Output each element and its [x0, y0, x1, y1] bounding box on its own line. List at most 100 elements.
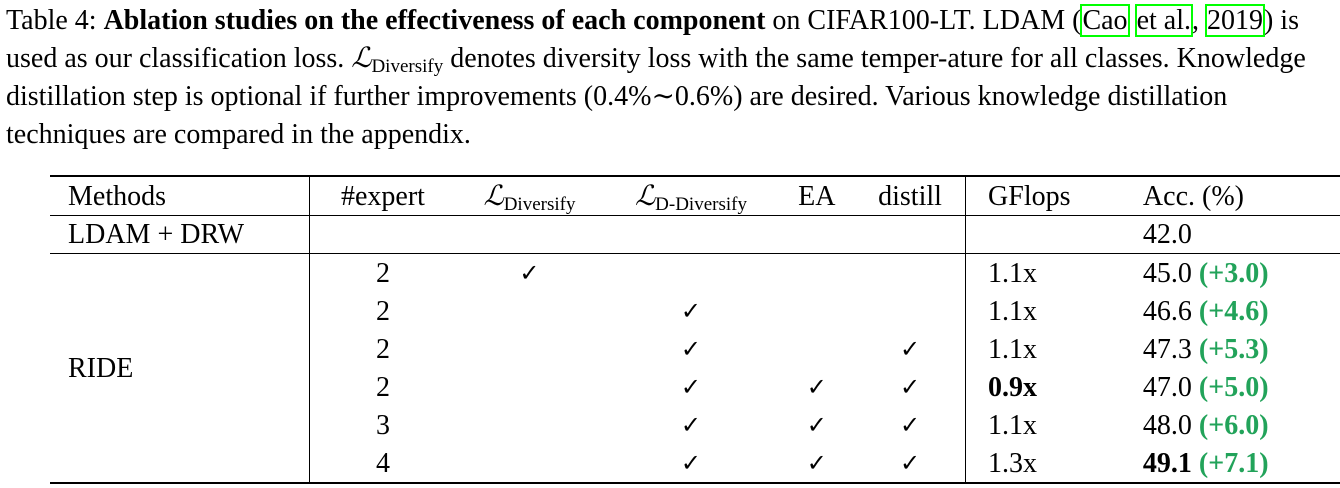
- cell-d-diversify: ✓: [603, 368, 778, 406]
- expert-count: 2: [375, 371, 390, 403]
- cell-distill: ✓: [855, 444, 967, 484]
- baseline-method: LDAM + DRW: [50, 215, 311, 254]
- table-row: 2 ✓ 1.1x 46.6 (+4.6): [50, 292, 1340, 330]
- accuracy-gain: (+3.0): [1198, 257, 1269, 289]
- baseline-gflops: [965, 215, 1121, 254]
- baseline-empty: [309, 215, 855, 254]
- check-icon: ✓: [899, 449, 921, 477]
- accuracy-cell: 46.6 (+4.6): [1121, 292, 1340, 330]
- check-icon: ✓: [680, 297, 702, 325]
- accuracy-value: 47.0: [1142, 371, 1192, 403]
- expert-count: 3: [375, 409, 390, 441]
- table-header-row: Methods #expert ℒDiversify ℒD-Diversify …: [50, 175, 1340, 216]
- table-row: 4 ✓ ✓ ✓ 1.3x 49.1 (+7.1): [50, 444, 1340, 484]
- loss-subscript: Diversify: [371, 56, 444, 77]
- accuracy-gain: (+7.1): [1198, 447, 1269, 479]
- accuracy-gain: (+6.0): [1198, 409, 1269, 441]
- header-diversify: ℒDiversify: [455, 175, 604, 216]
- accuracy-cell: 49.1 (+7.1): [1120, 444, 1340, 484]
- check-icon: ✓: [806, 373, 827, 401]
- header-expert: #expert: [309, 175, 456, 216]
- header-distill: distill: [855, 175, 967, 216]
- cell-distill: ✓: [855, 406, 967, 444]
- accuracy-cell: 47.0 (+5.0): [1121, 368, 1340, 406]
- gflops-value: 0.9x: [988, 371, 1038, 403]
- citation-link-year[interactable]: 2019: [1204, 4, 1265, 37]
- check-icon: ✓: [899, 373, 921, 401]
- gflops-value: 1.1x: [988, 409, 1038, 441]
- gflops-value: 1.1x: [988, 295, 1038, 327]
- table-row: RIDE 2 ✓ 1.1x 45.0 (+3.0): [50, 253, 1340, 484]
- table-row: 2 ✓ ✓ ✓ 0.9x 47.0 (+5.0): [50, 368, 1340, 406]
- caption-text-3: denotes diversity loss with the same tem…: [6, 43, 1306, 150]
- header-d-diversify-symbol: ℒ: [634, 180, 656, 212]
- check-icon: ✓: [899, 335, 921, 363]
- header-gflops: GFlops: [965, 175, 1121, 216]
- accuracy-gain: (+5.0): [1198, 371, 1269, 403]
- baseline-empty-distill: [855, 215, 967, 254]
- header-acc: Acc. (%): [1120, 175, 1340, 216]
- accuracy-value: 47.3: [1142, 333, 1192, 365]
- loss-symbol: ℒ: [351, 43, 372, 74]
- gflops-value: 1.3x: [965, 444, 1121, 484]
- expert-count: 2: [375, 295, 390, 327]
- cell-d-diversify: ✓: [603, 292, 778, 330]
- accuracy-value: 46.6: [1142, 295, 1192, 327]
- baseline-row: LDAM + DRW 42.0: [50, 215, 1340, 254]
- check-icon: ✓: [680, 411, 702, 439]
- cell-ea: ✓: [778, 444, 855, 484]
- expert-count: 2: [309, 253, 456, 292]
- header-ea: EA: [778, 175, 855, 216]
- accuracy-cell: 45.0 (+3.0): [1120, 253, 1340, 292]
- accuracy-value: 45.0: [1142, 257, 1192, 289]
- cell-diversify: [455, 444, 604, 484]
- cell-ea: [779, 330, 855, 368]
- check-icon: ✓: [806, 411, 827, 439]
- caption-text-2: ) is used as our classification loss.: [6, 5, 1299, 74]
- citation-separator: ,: [1191, 5, 1206, 36]
- cell-distill: ✓: [855, 330, 967, 368]
- cell-distill: [855, 292, 967, 330]
- gflops-value: 1.1x: [965, 253, 1121, 292]
- header-d-diversify-sub: D-Diversify: [655, 193, 747, 215]
- check-icon: ✓: [680, 449, 702, 477]
- baseline-acc: 42.0: [1120, 215, 1340, 254]
- cell-ea: ✓: [779, 406, 855, 444]
- header-methods: Methods: [50, 175, 311, 216]
- header-d-diversify: ℒD-Diversify: [603, 175, 779, 216]
- cell-ea: ✓: [779, 368, 855, 406]
- cell-d-diversify: [603, 253, 779, 292]
- citation-link-author-2[interactable]: et al.: [1134, 4, 1193, 37]
- accuracy-value: 49.1: [1142, 447, 1192, 479]
- gflops-value: 1.1x: [988, 333, 1038, 365]
- check-icon: ✓: [519, 259, 540, 287]
- cell-diversify: [456, 330, 604, 368]
- accuracy-cell: 47.3 (+5.3): [1121, 330, 1340, 368]
- cell-d-diversify: ✓: [603, 444, 779, 484]
- ablation-table: Methods #expert ℒDiversify ℒD-Diversify …: [50, 175, 1340, 484]
- caption-title: Ablation studies on the effectiveness of…: [103, 5, 766, 36]
- header-diversify-symbol: ℒ: [483, 180, 504, 212]
- accuracy-gain: (+4.6): [1198, 295, 1269, 327]
- caption-text-1: on CIFAR100-LT. LDAM (: [765, 5, 1082, 36]
- cell-diversify: [456, 292, 604, 330]
- accuracy-value: 48.0: [1142, 409, 1192, 441]
- accuracy-cell: 48.0 (+6.0): [1121, 406, 1340, 444]
- cell-distill: [855, 253, 967, 292]
- cell-diversify: [456, 368, 604, 406]
- caption-label: Table 4:: [6, 5, 97, 36]
- check-icon: ✓: [899, 411, 921, 439]
- check-icon: ✓: [806, 449, 827, 477]
- table-row: 3 ✓ ✓ ✓ 1.1x 48.0 (+6.0): [50, 406, 1340, 444]
- accuracy-gain: (+5.3): [1198, 333, 1269, 365]
- citation-link-author[interactable]: Cao: [1080, 4, 1130, 37]
- header-diversify-sub: Diversify: [503, 193, 576, 215]
- check-icon: ✓: [680, 373, 702, 401]
- cell-ea: [778, 253, 855, 292]
- cell-d-diversify: ✓: [603, 406, 778, 444]
- cell-diversify: [456, 406, 604, 444]
- expert-count: 2: [375, 333, 390, 365]
- method-ride: RIDE: [50, 253, 311, 484]
- cell-d-diversify: ✓: [603, 330, 778, 368]
- cell-ea: [779, 292, 855, 330]
